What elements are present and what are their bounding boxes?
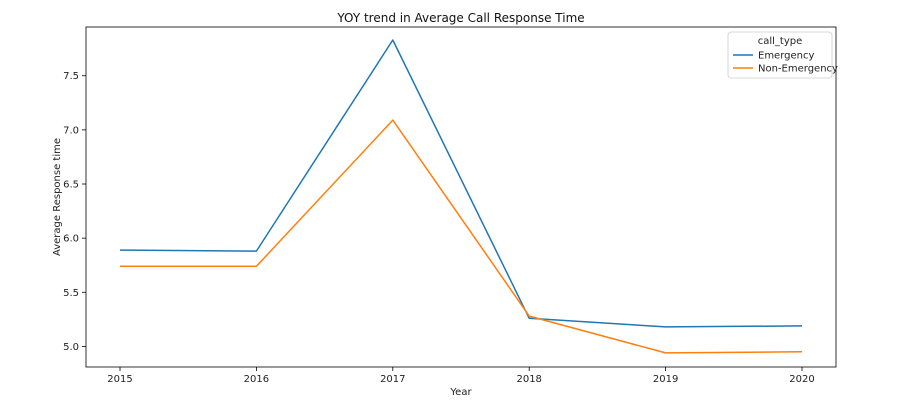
y-tick-label: 5.5 [63, 288, 79, 299]
x-tick-label: 2019 [653, 374, 678, 385]
y-axis: 5.0 5.5 6.0 6.5 7.0 7.5 [63, 71, 86, 353]
y-tick-label: 6.5 [63, 180, 79, 191]
legend-entry-label: Emergency [758, 51, 814, 62]
y-axis-label: Average Response time [52, 138, 63, 256]
x-axis: 2015 2016 2017 2018 2019 2020 [107, 367, 815, 385]
y-tick-label: 5.0 [63, 342, 79, 353]
x-tick-label: 2016 [244, 374, 269, 385]
y-tick-label: 6.0 [63, 234, 79, 245]
x-tick-label: 2018 [516, 374, 541, 385]
legend-title: call_type [758, 36, 803, 47]
series-lines [119, 39, 803, 354]
plot-area [85, 26, 837, 368]
x-axis-label: Year [449, 387, 472, 398]
chart-title: YOY trend in Average Call Response Time [336, 11, 584, 25]
legend-box [727, 31, 833, 79]
legend-entry-label: Non-Emergency [758, 64, 838, 75]
y-tick-label: 7.0 [63, 125, 79, 136]
series-line-emergency [119, 39, 803, 328]
x-tick-label: 2015 [107, 374, 132, 385]
series-line-non-emergency [120, 119, 803, 354]
legend: call_type Emergency Non-Emergency [727, 31, 838, 79]
x-tick-label: 2020 [789, 374, 814, 385]
x-tick-label: 2017 [380, 374, 405, 385]
y-tick-label: 7.5 [63, 71, 79, 82]
